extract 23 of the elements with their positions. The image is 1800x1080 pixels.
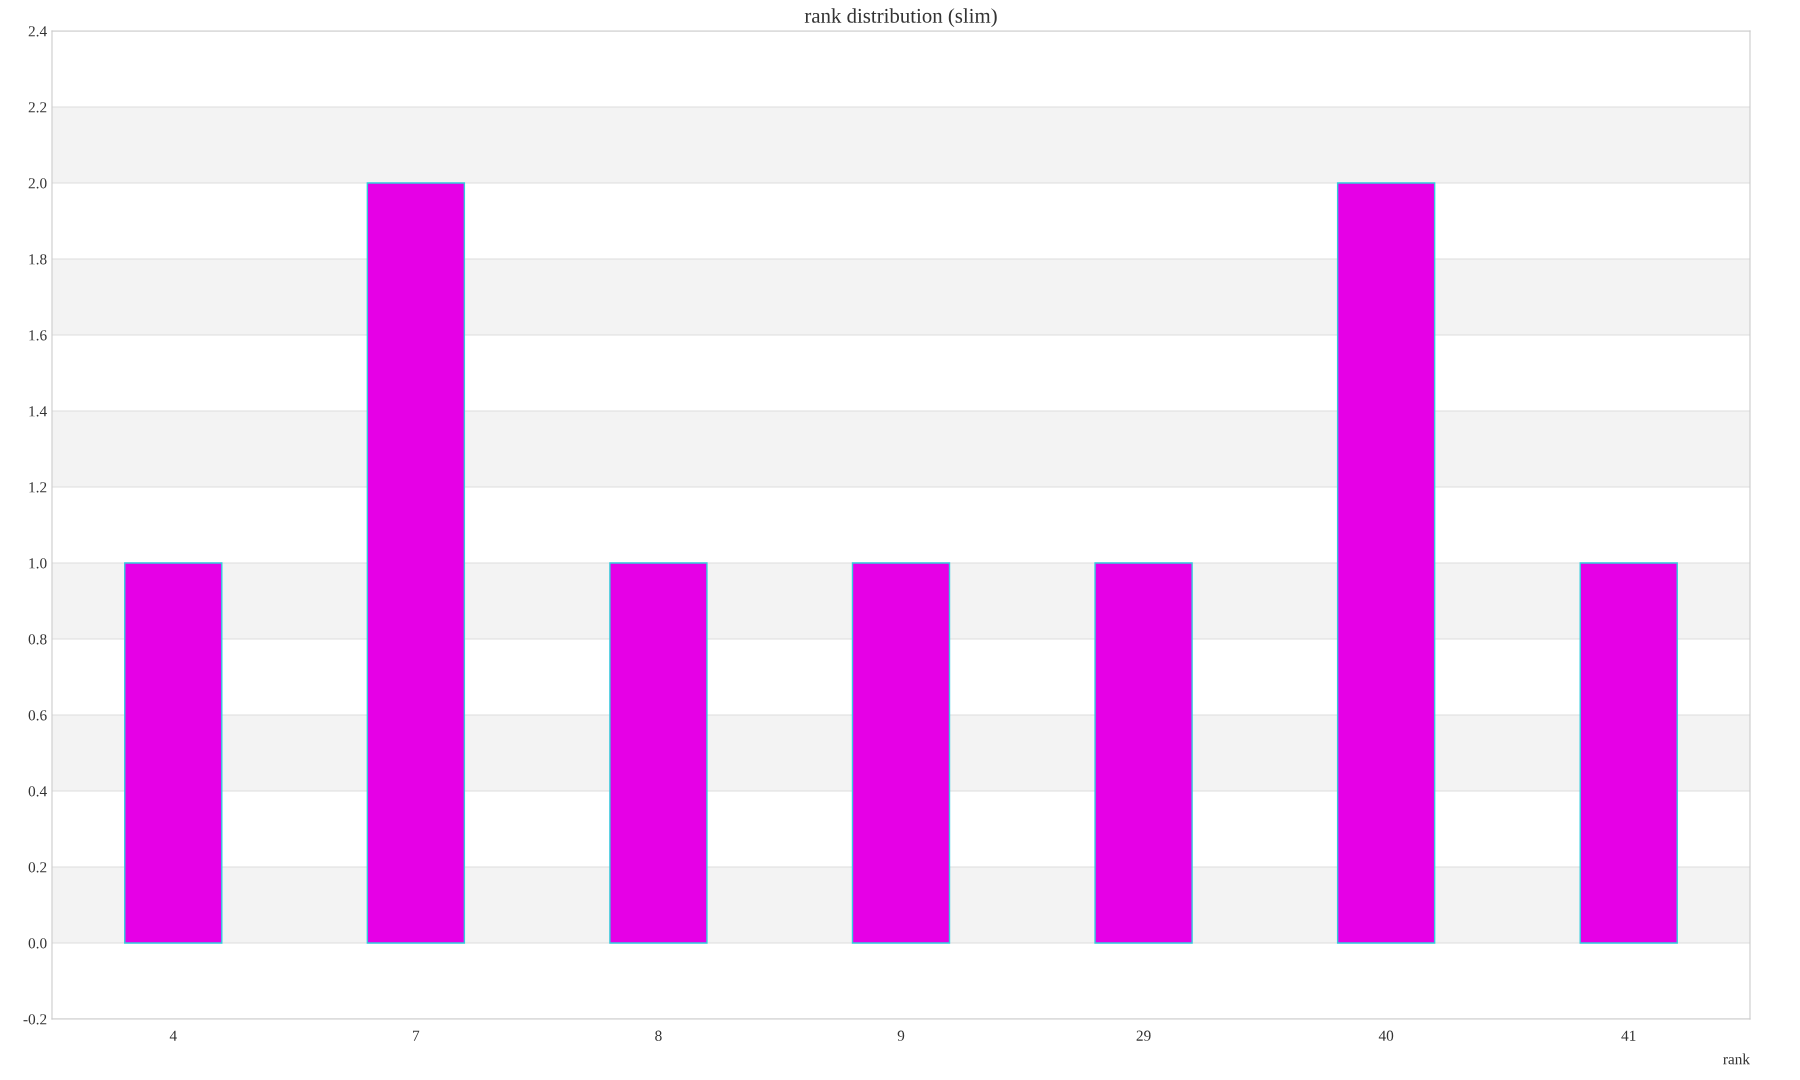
y-tick-label: 1.8: [29, 254, 47, 265]
y-tick-label: 0.4: [28, 786, 47, 797]
y-tick-label: 2.2: [28, 102, 47, 113]
y-tick-label: -0.2: [23, 1014, 47, 1025]
x-tick-label: 41: [1621, 1030, 1636, 1041]
y-tick-label: 2.0: [28, 178, 47, 189]
y-tick-label: 0.2: [28, 862, 47, 873]
x-axis-title: rank: [1723, 1053, 1750, 1065]
y-tick-label: 0.0: [28, 938, 47, 949]
x-tick-label: 8: [655, 1030, 662, 1041]
y-tick-label: 1.2: [29, 482, 47, 493]
x-tick-label: 7: [413, 1030, 420, 1041]
y-tick-label: 1.0: [29, 558, 47, 569]
y-tick-label: 0.6: [28, 710, 47, 721]
y-tick-label: 0.8: [28, 634, 47, 645]
x-tick-label: 29: [1136, 1030, 1151, 1041]
y-tick-label: 1.4: [29, 406, 47, 417]
y-tick-label: 2.4: [28, 26, 47, 37]
x-tick-label: 4: [169, 1030, 177, 1041]
chart-title: rank distribution (slim): [804, 8, 997, 28]
x-tick-label: 40: [1378, 1030, 1394, 1041]
x-tick-label: 9: [897, 1030, 905, 1041]
y-tick-label: 1.6: [29, 330, 47, 341]
